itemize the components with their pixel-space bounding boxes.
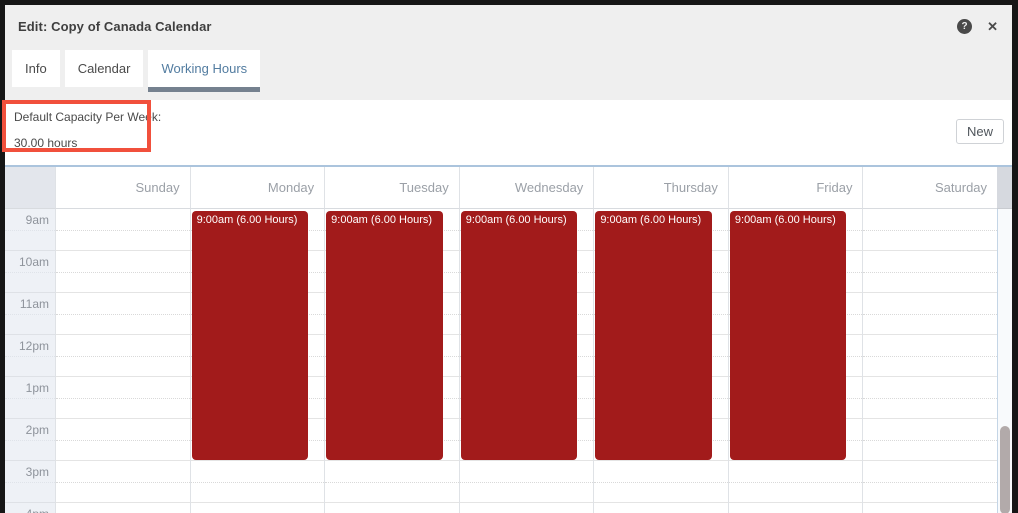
hour-cell[interactable] (325, 503, 459, 513)
time-label-4pm: 4pm (5, 503, 55, 513)
hour-cell[interactable] (728, 461, 863, 503)
event-label: 9:00am (6.00 Hours) (331, 214, 433, 226)
time-label-2pm: 2pm (5, 419, 55, 461)
capacity-label: Default Capacity Per Week: (14, 110, 162, 124)
time-label-9am: 9am (5, 209, 55, 251)
hour-cell[interactable] (56, 461, 190, 503)
day-column-tuesday: 9:00am (6.00 Hours) (324, 209, 459, 513)
tab-info[interactable]: Info (12, 50, 60, 87)
hour-cell[interactable] (56, 503, 190, 513)
time-label-12pm: 12pm (5, 335, 55, 377)
event-block[interactable]: 9:00am (6.00 Hours) (191, 211, 309, 460)
day-header-thursday: Thursday (593, 167, 728, 209)
event-block[interactable]: 9:00am (6.00 Hours) (595, 211, 712, 460)
day-column-monday: 9:00am (6.00 Hours) (189, 209, 325, 513)
hour-cell[interactable] (863, 377, 998, 419)
hour-cell[interactable] (56, 377, 190, 419)
hour-cell[interactable] (56, 335, 190, 377)
event-label: 9:00am (6.00 Hours) (465, 214, 567, 226)
help-icon[interactable]: ? (957, 19, 973, 34)
hour-cell[interactable] (56, 419, 190, 461)
scrollbar-thumb[interactable] (1000, 426, 1010, 513)
time-label-11am: 11am (5, 293, 55, 335)
working-hours-calendar: Sunday Monday Tuesday Wednesday Thursday Frid… (5, 165, 1012, 513)
event-block[interactable]: 9:00am (6.00 Hours) (460, 211, 578, 460)
hour-cell[interactable] (863, 251, 998, 293)
tab-calendar[interactable]: Calendar (64, 50, 144, 87)
day-column-sunday (55, 209, 190, 513)
day-column-wednesday: 9:00am (6.00 Hours) (458, 209, 594, 513)
calendar-body: 9am10am11am12pm1pm2pm3pm4pm 9:00am (6.00… (5, 209, 1012, 513)
event-label: 9:00am (6.00 Hours) (196, 214, 298, 226)
capacity-block: Default Capacity Per Week: 30.00 hours (14, 110, 1012, 150)
hour-cell[interactable] (594, 461, 728, 503)
time-label-3pm: 3pm (5, 461, 55, 503)
event-label: 9:00am (6.00 Hours) (600, 214, 702, 226)
hour-cell[interactable] (729, 503, 863, 513)
day-column-thursday: 9:00am (6.00 Hours) (593, 209, 728, 513)
event-block[interactable]: 9:00am (6.00 Hours) (326, 211, 443, 460)
day-header-wednesday: Wednesday (458, 167, 594, 209)
time-label-1pm: 1pm (5, 377, 55, 419)
capacity-value: 30.00 hours (14, 136, 78, 150)
hour-cell[interactable] (863, 335, 998, 377)
hour-cell[interactable] (863, 461, 998, 503)
event-label: 9:00am (6.00 Hours) (734, 214, 836, 226)
working-hours-panel: Default Capacity Per Week: 30.00 hours N… (5, 100, 1012, 513)
day-column-friday: 9:00am (6.00 Hours) (727, 209, 863, 513)
hour-cell[interactable] (863, 209, 998, 251)
hour-cell[interactable] (56, 251, 190, 293)
day-header-saturday: Saturday (862, 167, 998, 209)
hour-cell[interactable] (863, 503, 997, 513)
hour-cell[interactable] (594, 503, 728, 513)
calendar-grid: 9:00am (6.00 Hours) 9:00am (6.00 Hours) 9:… (55, 209, 998, 513)
day-header-tuesday: Tuesday (324, 167, 459, 209)
vertical-scrollbar[interactable] (997, 209, 1012, 513)
hour-cell[interactable] (56, 293, 190, 335)
tab-bar: Info Calendar Working Hours (12, 50, 1012, 92)
header-icons: ? ✕ (957, 19, 998, 34)
dialog-header: Edit: Copy of Canada Calendar ? ✕ (5, 5, 1012, 34)
tab-working-hours[interactable]: Working Hours (148, 50, 261, 92)
day-header-monday: Monday (189, 167, 325, 209)
hour-cell[interactable] (190, 461, 325, 503)
edit-calendar-dialog: Edit: Copy of Canada Calendar ? ✕ Info Ca… (5, 5, 1012, 513)
hour-cell[interactable] (863, 419, 998, 461)
hour-cell[interactable] (191, 503, 325, 513)
hour-cell[interactable] (56, 209, 190, 251)
time-gutter: 9am10am11am12pm1pm2pm3pm4pm (5, 209, 55, 513)
day-header-sunday: Sunday (55, 167, 190, 209)
scrollbar-header-cap (997, 167, 1012, 209)
new-button[interactable]: New (955, 119, 1004, 144)
dialog-title: Edit: Copy of Canada Calendar (18, 19, 212, 34)
hour-cell[interactable] (460, 503, 594, 513)
day-header-friday: Friday (727, 167, 863, 209)
time-label-10am: 10am (5, 251, 55, 293)
calendar-corner-cell (5, 167, 55, 209)
day-column-saturday (862, 209, 998, 513)
event-block[interactable]: 9:00am (6.00 Hours) (729, 211, 847, 460)
close-icon[interactable]: ✕ (987, 19, 998, 34)
hour-cell[interactable] (863, 293, 998, 335)
hour-cell[interactable] (459, 461, 594, 503)
hour-cell[interactable] (325, 461, 459, 503)
calendar-day-headers: Sunday Monday Tuesday Wednesday Thursday Frid… (5, 167, 1012, 209)
